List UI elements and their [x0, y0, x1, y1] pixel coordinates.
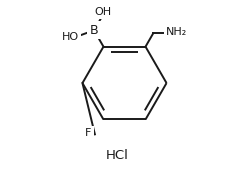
Text: B: B — [90, 24, 98, 37]
Text: OH: OH — [94, 7, 111, 17]
Text: HO: HO — [62, 32, 79, 42]
Text: F: F — [85, 129, 92, 138]
Text: NH₂: NH₂ — [166, 28, 187, 37]
Text: HCl: HCl — [106, 149, 129, 162]
